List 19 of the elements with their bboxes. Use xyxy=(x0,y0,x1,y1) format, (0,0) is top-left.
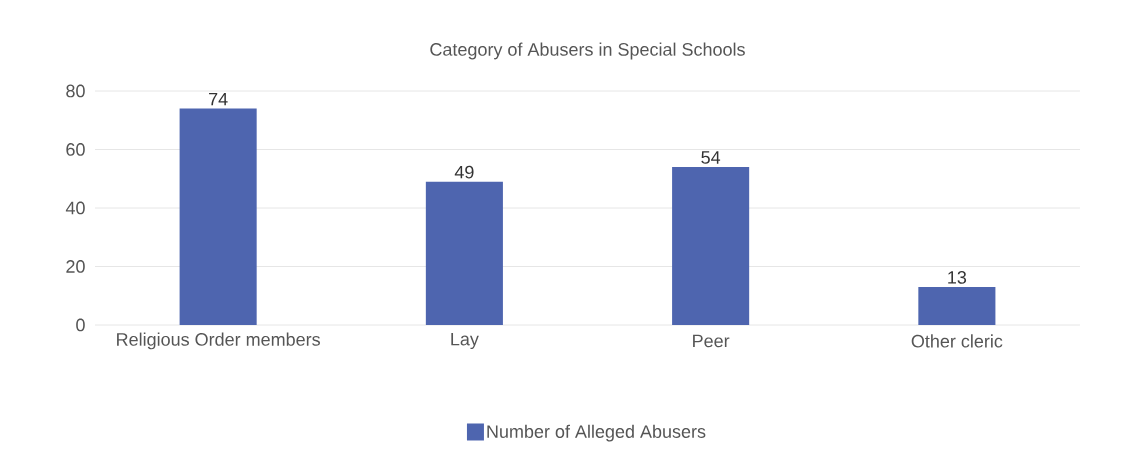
y-tick-label: 0 xyxy=(76,318,85,332)
bar xyxy=(179,108,257,325)
data-label: 54 xyxy=(701,151,721,164)
x-tick-label: Peer xyxy=(693,334,730,348)
bar xyxy=(425,181,503,325)
y-tick-label: 20 xyxy=(66,260,85,273)
bar xyxy=(672,167,750,325)
y-tick-label: 60 xyxy=(66,143,85,156)
x-tick-label: Lay xyxy=(451,332,479,350)
y-tick-label: 80 xyxy=(66,84,85,98)
data-label: 49 xyxy=(454,165,474,179)
x-tick-label: Religious Order members xyxy=(117,332,320,350)
y-tick-label: 40 xyxy=(65,201,85,215)
data-label: 13 xyxy=(948,271,967,284)
chart-title: Category of Abusers in Special Schools xyxy=(430,42,745,60)
x-tick-label: Other cleric xyxy=(911,334,1003,348)
data-label: 74 xyxy=(209,92,228,106)
bar xyxy=(918,286,996,325)
legend-label: Number of Alleged Abusers xyxy=(487,424,706,442)
